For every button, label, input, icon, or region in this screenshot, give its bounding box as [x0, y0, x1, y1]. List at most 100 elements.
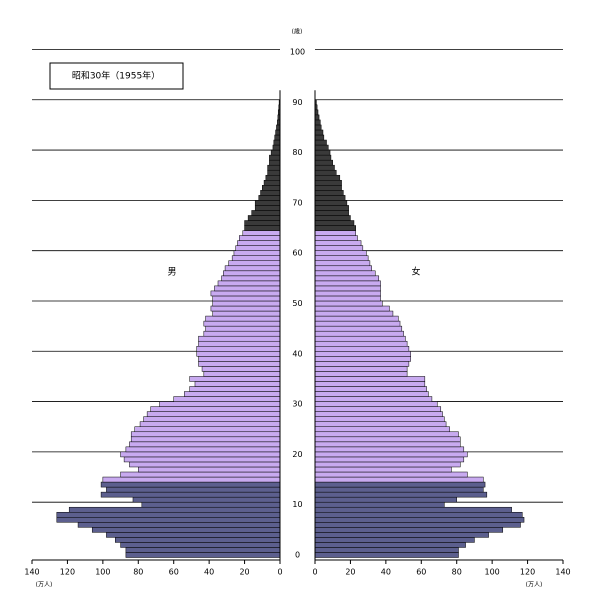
legend-male: 男 [167, 267, 176, 278]
bar [314, 421, 447, 427]
bar [130, 431, 281, 438]
bar [263, 180, 281, 186]
bar [314, 185, 342, 191]
bar [275, 129, 281, 136]
bar [276, 124, 281, 131]
bar [205, 325, 281, 332]
bar [314, 205, 349, 211]
bar [239, 235, 281, 241]
bar [314, 325, 403, 332]
bar [314, 144, 329, 151]
bar [314, 426, 450, 433]
bar [314, 396, 433, 402]
bar [314, 481, 486, 488]
bar [194, 381, 281, 387]
bar [314, 406, 442, 412]
bar [314, 491, 488, 498]
bar [314, 366, 408, 372]
bar [314, 159, 333, 166]
bar [314, 496, 457, 503]
bar [210, 290, 281, 297]
bar [141, 501, 281, 508]
bar [314, 240, 362, 246]
y-tick-label: 90 [292, 98, 302, 107]
bar [314, 280, 381, 287]
bar [314, 124, 322, 131]
bar [132, 496, 281, 503]
bar [251, 210, 281, 216]
bar [314, 220, 355, 226]
y-tick-label: 60 [292, 249, 302, 258]
bar [314, 149, 331, 156]
bar [212, 295, 281, 302]
bar [267, 169, 281, 176]
bar [314, 522, 521, 528]
bar [210, 305, 281, 312]
bar [68, 506, 281, 513]
bar [314, 295, 381, 302]
bar [314, 361, 410, 367]
x-tick-label: 0 [312, 568, 317, 577]
bar [146, 411, 281, 417]
bar [129, 461, 281, 468]
bar [106, 486, 281, 493]
bar [123, 456, 281, 463]
bar [314, 335, 406, 342]
bar [314, 411, 443, 417]
bar [314, 119, 321, 126]
x-tick-label: 60 [169, 568, 179, 577]
x-axis-label: (万人) [526, 582, 543, 589]
bar [196, 346, 281, 352]
bar [314, 436, 461, 443]
bar [314, 451, 468, 458]
bar [224, 265, 281, 272]
bar [314, 330, 404, 337]
bar [273, 139, 281, 146]
x-tick-label: 100 [485, 568, 500, 577]
bar [314, 235, 358, 241]
x-tick-label: 40 [204, 568, 214, 577]
bar [203, 371, 281, 377]
bar [314, 456, 465, 463]
y-tick-label: 10 [292, 500, 302, 509]
x-tick-label: 140 [24, 568, 39, 577]
bar [272, 144, 281, 151]
bar [314, 511, 523, 518]
bar [314, 416, 445, 422]
bar [314, 446, 465, 453]
bar [138, 466, 281, 473]
bar [314, 391, 429, 397]
bar [244, 220, 281, 226]
bar [314, 174, 341, 181]
bar [201, 366, 281, 372]
bar [223, 270, 281, 277]
bar [125, 547, 281, 553]
bar [134, 426, 281, 433]
bar [269, 159, 281, 166]
bar [262, 185, 281, 191]
bar [314, 190, 344, 196]
bar [314, 486, 484, 493]
bar [314, 547, 459, 553]
bar [274, 134, 281, 141]
x-tick-label: 60 [416, 568, 426, 577]
bar [314, 290, 381, 297]
title-box [49, 62, 184, 90]
bar [139, 421, 281, 427]
bar [314, 542, 466, 548]
bar [115, 537, 281, 543]
bar [314, 517, 525, 523]
bar [221, 275, 281, 282]
bar [120, 451, 281, 458]
bar [314, 371, 408, 377]
bar [314, 527, 504, 533]
bar [314, 245, 364, 251]
x-tick-label: 20 [239, 568, 249, 577]
bar [125, 446, 281, 453]
bar [314, 501, 445, 508]
x-tick-label: 40 [381, 568, 391, 577]
bar [189, 376, 281, 382]
bar [159, 401, 281, 407]
bar [314, 461, 461, 468]
bar [314, 210, 349, 216]
